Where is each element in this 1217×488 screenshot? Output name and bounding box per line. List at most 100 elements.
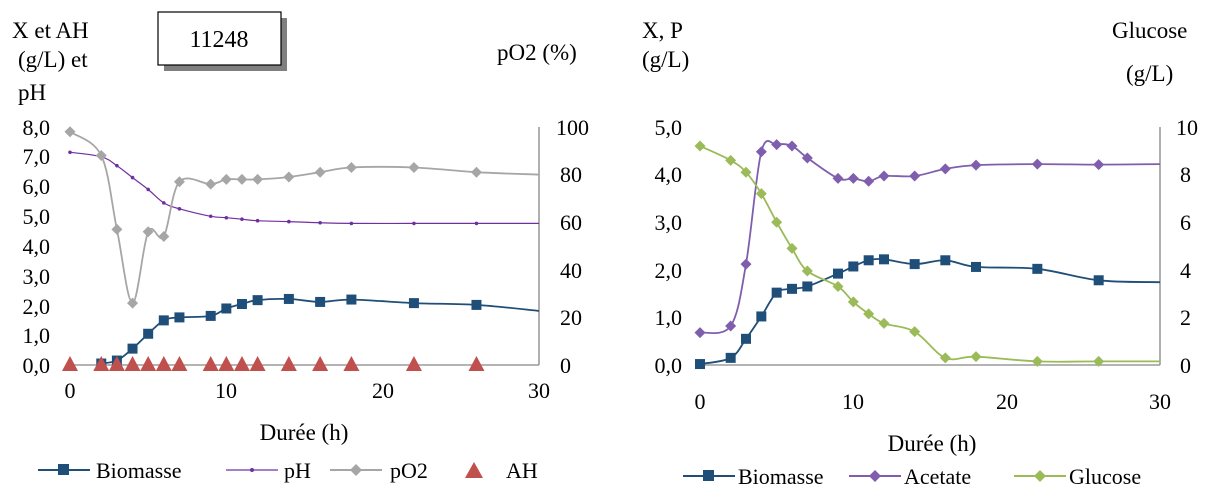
data-point-glucose <box>740 166 752 178</box>
left-chart-legend: Biomasse pH pO2 AH <box>38 458 538 483</box>
chart-left: 11248 X et AH (g/L) et pH pO2 (%) 0,0 1,… <box>12 11 589 483</box>
data-point-biomasse <box>127 343 138 354</box>
left-chart-y-left-title-line-2: (g/L) et <box>18 47 88 72</box>
left-chart-y-left-tick: 0,0 <box>23 353 51 378</box>
data-point-glucose <box>725 154 737 166</box>
left-chart-y-left-title-line-1: X et AH <box>12 18 89 43</box>
legend-biomasse-label: Biomasse <box>738 464 824 488</box>
data-point-ah <box>202 356 219 371</box>
left-chart-x-tick: 30 <box>528 378 550 403</box>
data-point-biomasse <box>863 255 874 266</box>
data-point-ah <box>171 356 188 371</box>
left-chart-y-left-tick: 7,0 <box>23 144 51 169</box>
data-point-acetate <box>832 172 844 184</box>
series-line-ph <box>69 151 539 225</box>
data-point-ph <box>115 163 119 168</box>
data-point-ph <box>68 150 72 155</box>
chart-right: X, P (g/L) Glucose (g/L) 0,0 1,0 2,0 3,0… <box>642 18 1198 488</box>
data-point-biomasse <box>174 312 185 323</box>
data-point-acetate <box>786 140 798 152</box>
data-point-acetate <box>1093 159 1105 171</box>
data-point-glucose <box>755 188 767 200</box>
data-point-biomasse <box>471 299 482 310</box>
right-chart-y-left-tick: 0,0 <box>655 353 683 378</box>
data-point-biomasse <box>221 303 232 314</box>
data-point-biomasse <box>802 281 813 292</box>
data-point-biomasse <box>833 268 843 279</box>
data-point-biomasse <box>143 328 154 339</box>
data-point-ah <box>93 356 110 371</box>
legend-acetate-marker <box>869 470 881 482</box>
data-point-ah <box>140 356 157 371</box>
right-chart-y-right-title-line-1: Glucose <box>1112 18 1187 43</box>
data-point-acetate <box>740 258 752 270</box>
data-point-po2 <box>220 173 232 185</box>
left-chart-y-right-tick: 80 <box>560 162 582 187</box>
right-chart-legend: Biomasse Acetate Glucose <box>683 464 1141 488</box>
legend-po2-marker <box>350 464 362 476</box>
right-chart-y-right-tick: 0 <box>1180 353 1191 378</box>
data-point-ph <box>318 220 322 225</box>
data-point-ph <box>255 218 260 223</box>
data-point-po2 <box>283 171 295 183</box>
left-chart-y-right-tick: 100 <box>556 115 589 140</box>
data-point-ph <box>130 175 135 180</box>
data-point-glucose <box>832 280 844 292</box>
right-chart-y-right-title-line-2: (g/L) <box>1126 61 1173 86</box>
left-chart-y-right-title: pO2 (%) <box>497 40 577 65</box>
data-point-acetate <box>970 159 982 171</box>
series-line-po2 <box>69 131 540 305</box>
data-point-glucose <box>939 352 951 364</box>
left-chart-plot-area <box>62 126 540 371</box>
data-point-glucose <box>863 308 875 320</box>
data-point-glucose <box>771 216 783 228</box>
data-point-ah <box>343 356 360 371</box>
data-point-biomasse <box>158 315 169 326</box>
data-point-biomasse <box>879 254 889 265</box>
left-chart-y-right-tick: 0 <box>560 353 571 378</box>
data-point-ah <box>124 356 141 371</box>
data-point-glucose <box>801 265 813 277</box>
right-chart-y-right-tick: 6 <box>1180 210 1191 235</box>
data-point-biomasse <box>408 298 419 309</box>
left-chart-y-left-tick: 6,0 <box>23 174 51 199</box>
data-point-ph <box>224 215 229 220</box>
data-point-po2 <box>111 223 123 235</box>
data-point-ah <box>155 356 172 371</box>
right-chart-x-tick: 0 <box>695 389 706 414</box>
data-point-ah <box>312 356 329 371</box>
data-point-ah <box>108 356 125 371</box>
data-point-po2 <box>252 173 264 185</box>
right-chart-x-axis-title: Durée (h) <box>888 431 977 456</box>
series-line-glucose <box>699 145 1160 363</box>
legend-glucose-marker <box>1034 470 1046 482</box>
legend-ah-label: AH <box>506 458 538 483</box>
left-chart-y-left-tick: 5,0 <box>23 204 51 229</box>
data-point-ph <box>287 219 291 224</box>
data-point-ah <box>62 356 78 371</box>
left-chart-y-left-tick: 2,0 <box>23 294 51 319</box>
legend-ah-marker <box>465 462 483 478</box>
legend-biomasse-label: Biomasse <box>96 458 182 483</box>
data-point-acetate <box>771 139 783 151</box>
data-point-biomasse <box>848 261 859 272</box>
left-chart-y-right-tick: 60 <box>560 210 582 235</box>
data-point-ph <box>146 187 150 192</box>
left-chart-x-axis-title: Durée (h) <box>260 420 349 445</box>
legend-biomasse-marker <box>703 470 714 481</box>
data-point-biomasse <box>346 294 357 305</box>
legend-ph-label: pH <box>284 458 311 483</box>
right-chart-y-left-title-line-2: (g/L) <box>642 47 689 72</box>
data-point-ah <box>468 356 485 371</box>
data-point-ph <box>208 214 213 219</box>
data-point-po2 <box>314 166 326 178</box>
left-chart-y-left-title-line-3: pH <box>18 80 46 105</box>
left-chart-y-left-tick: 1,0 <box>23 323 51 348</box>
left-chart-y-left-tick: 4,0 <box>23 234 51 259</box>
right-chart-y-right-tick: 10 <box>1176 115 1198 140</box>
data-point-ph <box>240 217 244 222</box>
data-point-acetate <box>909 170 921 182</box>
left-chart-x-tick: 0 <box>65 378 76 403</box>
data-point-acetate <box>847 172 859 184</box>
